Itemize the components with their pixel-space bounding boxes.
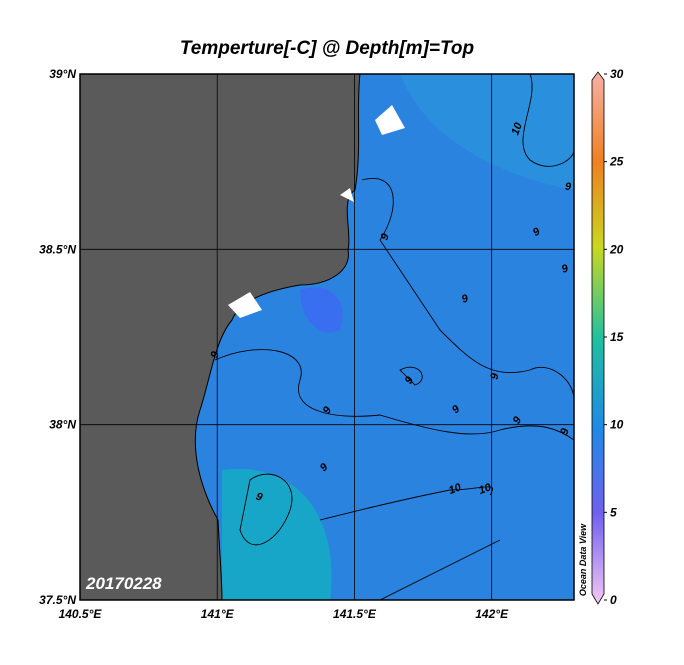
contours (214, 74, 574, 600)
colorbar-tick-label: 5 (610, 505, 617, 519)
colorbar-tick-label: 20 (609, 242, 624, 256)
ocean-patch (222, 468, 332, 600)
contour-label: 9 (565, 181, 572, 193)
y-tick-label: 39°N (49, 67, 76, 81)
map-title: Temperture[-C] @ Depth[m]=Top (180, 38, 474, 59)
contour-label: 10 (477, 481, 493, 497)
contour-label: 9 (489, 372, 502, 381)
y-tick-label: 38.5°N (39, 242, 76, 256)
x-tick-label: 142°E (475, 607, 509, 621)
contour-label: 10 (509, 120, 525, 136)
map-area (80, 74, 574, 600)
watermark: Ocean Data View (578, 523, 588, 596)
colorbar-tick-label: 10 (610, 418, 624, 432)
y-tick-label: 38°N (49, 418, 76, 432)
x-tick-label: 140.5°E (59, 607, 103, 621)
colorbar-tick-label: 15 (610, 330, 624, 344)
contour-label: 9 (460, 292, 471, 306)
contour-label: 10 (447, 481, 463, 497)
contour-label: 9 (208, 349, 222, 360)
colorbar-tick-label: 0 (610, 593, 617, 607)
ocean-patch (300, 287, 343, 333)
date-stamp: 20170228 (85, 574, 162, 593)
colorbar (591, 71, 605, 605)
contour-label: 9 (378, 231, 392, 242)
colorbar-tick-label: 25 (609, 155, 624, 169)
no-data (228, 105, 405, 318)
contour-label: 9 (559, 427, 572, 436)
contour-label: 9 (560, 262, 571, 276)
ocean-patch (400, 74, 574, 190)
colorbar-tick-label: 30 (610, 67, 624, 81)
contour-label: 9 (254, 490, 265, 504)
y-tick-label: 37.5°N (39, 593, 76, 607)
x-tick-label: 141°E (201, 607, 235, 621)
x-tick-label: 141.5°E (333, 607, 377, 621)
